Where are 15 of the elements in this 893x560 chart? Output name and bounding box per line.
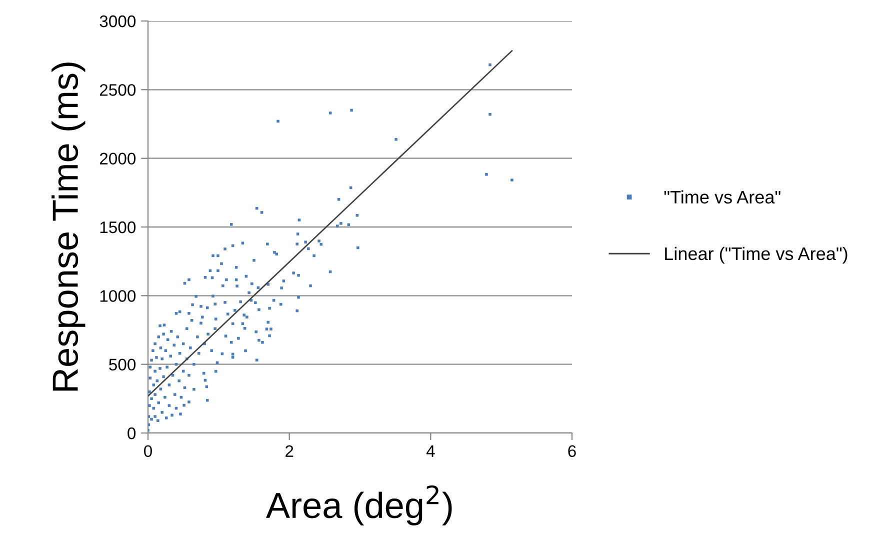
x-axis-title: Area (deg$^{2}$) bbox=[266, 485, 452, 526]
y-axis-title: Response Time (ms) bbox=[52, 62, 86, 391]
x-tick-label: 6 bbox=[568, 445, 576, 458]
y-tick-label: 3000 bbox=[100, 15, 136, 28]
legend-label: Linear ("Time vs Area") bbox=[665, 246, 848, 264]
y-tick-label: 0 bbox=[128, 427, 136, 440]
legend-label: "Time vs Area" bbox=[664, 190, 780, 204]
x-tick-label: 2 bbox=[286, 445, 294, 457]
y-tick-label: 1000 bbox=[100, 290, 136, 302]
x-tick-label: 0 bbox=[144, 445, 152, 458]
x-tick-label: 4 bbox=[426, 445, 435, 457]
y-tick-label: 2000 bbox=[100, 152, 136, 165]
y-tick-label: 1500 bbox=[100, 221, 136, 234]
y-tick-label: 2500 bbox=[100, 84, 136, 96]
y-tick-label: 500 bbox=[109, 358, 136, 371]
